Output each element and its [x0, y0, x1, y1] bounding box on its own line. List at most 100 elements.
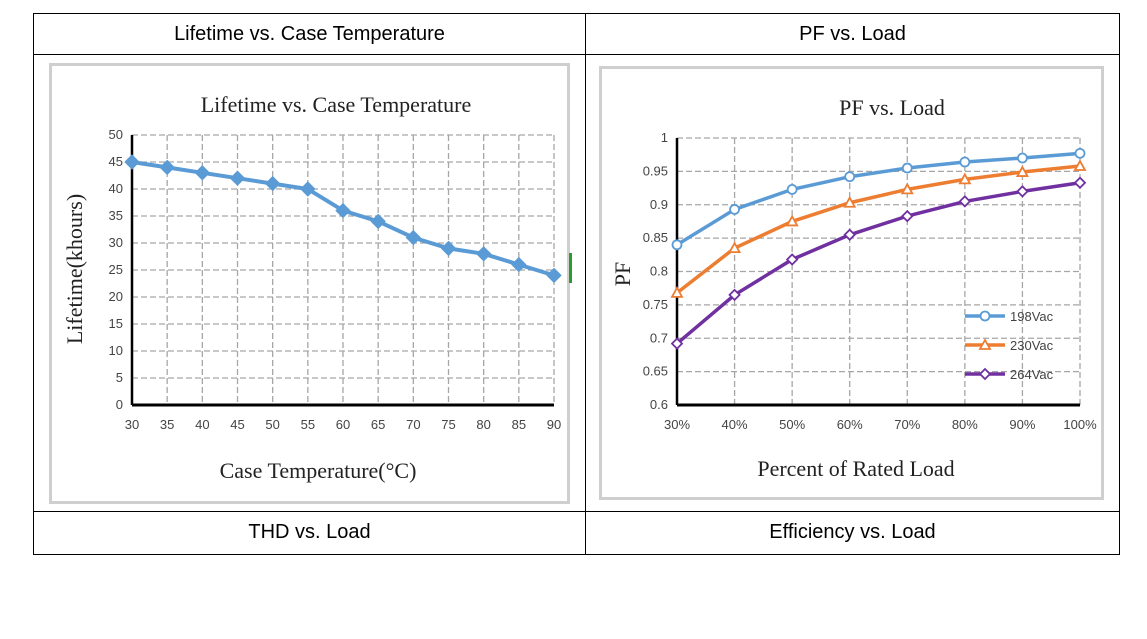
x-tick-label: 60: [336, 417, 350, 432]
x-tick-label: 75: [441, 417, 455, 432]
y-tick-label: 50: [109, 127, 123, 142]
data-point: [901, 209, 914, 223]
y-tick-label: 0.7: [650, 330, 668, 345]
series-line-198vac: [676, 151, 1081, 247]
data-point: [785, 214, 799, 227]
x-tick-label: 50%: [779, 417, 805, 432]
data-point: [370, 213, 386, 230]
data-point: [1073, 159, 1087, 171]
data-point: [1015, 165, 1029, 177]
data-point: [1074, 147, 1086, 159]
x-tick-label: 60%: [837, 417, 863, 432]
legend-marker: [978, 338, 992, 350]
table-divider-vertical: [585, 14, 586, 554]
x-axis-label: Case Temperature(°C): [220, 458, 417, 483]
data-point: [335, 202, 351, 219]
x-axis-label: Percent of Rated Load: [757, 456, 954, 481]
y-tick-label: 25: [109, 262, 123, 277]
y-axis-label: Lifetime(khours): [62, 194, 87, 344]
x-tick-label: 70: [406, 417, 420, 432]
lifetime-chart-panel: Lifetime vs. Case Temperature 0 5 10 15 20 25 3…: [49, 63, 570, 504]
data-point: [1017, 152, 1028, 164]
x-tick-label: 40: [195, 417, 209, 432]
table-divider-top: [34, 54, 1119, 55]
data-point: [1016, 185, 1029, 198]
y-tick-label: 15: [109, 316, 123, 331]
x-tick-label: 45: [230, 417, 244, 432]
y-tick-label: 0.85: [643, 230, 668, 245]
cell-title-pf: PF vs. Load: [799, 23, 906, 45]
y-axis-label: PF: [610, 262, 635, 286]
y-tick-label: 1: [661, 130, 668, 145]
y-tick-label: 0: [116, 397, 123, 412]
data-point: [405, 229, 422, 246]
y-tick-label: 0.95: [643, 163, 668, 178]
data-point: [300, 181, 316, 197]
legend-label: 230Vac: [1010, 338, 1054, 353]
chart-title: Lifetime vs. Case Temperature: [201, 92, 472, 117]
data-point: [843, 195, 857, 208]
y-tick-label: 10: [109, 343, 123, 358]
lifetime-chart: Lifetime vs. Case Temperature 0 5 10 15 20 25 3…: [62, 92, 562, 483]
x-tick-label: 40%: [722, 417, 748, 432]
data-point: [546, 267, 562, 284]
x-tick-label: 85: [512, 417, 526, 432]
data-point: [229, 170, 246, 186]
series-line-264vac: [675, 180, 1081, 345]
data-point: [900, 182, 914, 195]
x-tick-label: 65: [371, 417, 385, 432]
y-tick-label: 20: [109, 289, 123, 304]
x-tick-label: 80: [476, 417, 490, 432]
x-tick-label: 70%: [894, 417, 920, 432]
data-point: [124, 154, 140, 170]
data-point: [785, 253, 799, 266]
data-point: [729, 204, 740, 215]
x-tick-label: 30%: [664, 417, 690, 432]
data-point: [440, 240, 457, 257]
y-tick-label: 0.75: [643, 297, 668, 312]
x-tick-label: 55: [301, 417, 315, 432]
cell-title-lifetime: Lifetime vs. Case Temperature: [174, 23, 445, 45]
legend-marker: [979, 310, 991, 322]
y-tick-label: 40: [109, 181, 123, 196]
x-tick-label: 90: [547, 417, 561, 432]
data-point: [844, 171, 856, 183]
data-point: [671, 239, 683, 251]
legend-label: 264Vac: [1010, 367, 1054, 382]
selection-handle: [569, 253, 572, 283]
data-point: [670, 337, 684, 350]
table-divider-bottom: [34, 511, 1119, 512]
y-tick-label: 0.9: [650, 197, 668, 212]
x-tick-label: 100%: [1063, 417, 1097, 432]
legend-marker: [978, 367, 992, 381]
data-point: [159, 159, 175, 176]
x-tick-label: 80%: [952, 417, 978, 432]
data-point: [1073, 176, 1087, 189]
y-tick-label: 0.65: [643, 364, 668, 379]
chart-table: Lifetime vs. Case Temperature PF vs. Loa…: [33, 13, 1120, 555]
y-tick-label: 0.8: [650, 264, 668, 279]
data-point: [194, 165, 211, 181]
x-tick-label: 30: [125, 417, 139, 432]
cell-title-thd: THD vs. Load: [248, 521, 371, 543]
data-point: [728, 241, 742, 254]
cell-title-efficiency: Efficiency vs. Load: [769, 521, 936, 543]
y-tick-label: 0.6: [650, 397, 668, 412]
pf-chart: PF vs. Load 0.6 0.65 0.7 0.75 0.8 0.85 0.9 0.95 1…: [610, 95, 1097, 481]
pf-chart-panel: PF vs. Load 0.6 0.65 0.7 0.75 0.8 0.85 0.9 0.95 1…: [599, 66, 1104, 500]
x-tick-label: 50: [265, 417, 279, 432]
data-point: [728, 288, 741, 302]
data-point: [843, 228, 856, 242]
data-point: [670, 286, 684, 298]
series-line-230vac: [675, 164, 1081, 295]
y-tick-label: 30: [109, 235, 123, 250]
data-point: [786, 183, 798, 195]
x-tick-label: 35: [160, 417, 174, 432]
data-point: [958, 195, 972, 208]
chart-title: PF vs. Load: [839, 95, 945, 120]
data-point: [511, 256, 527, 273]
data-point: [475, 246, 492, 262]
y-tick-label: 45: [109, 154, 123, 169]
data-point: [901, 162, 913, 174]
x-tick-label: 90%: [1009, 417, 1035, 432]
